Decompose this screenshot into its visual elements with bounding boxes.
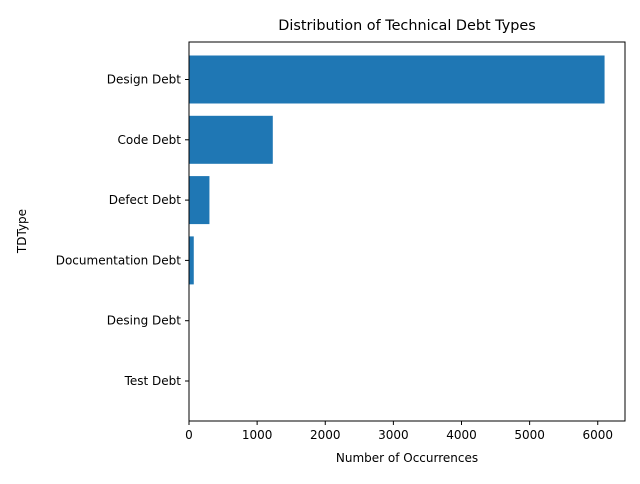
x-tick-label: 5000: [514, 428, 545, 442]
bar: [189, 56, 605, 104]
bar: [189, 116, 273, 164]
bar: [189, 236, 194, 284]
y-tick-label: Design Debt: [107, 73, 181, 87]
y-tick-label: Documentation Debt: [56, 253, 182, 267]
y-axis-label: TDType: [15, 209, 29, 254]
y-tick-label: Desing Debt: [107, 314, 181, 328]
y-tick-label: Code Debt: [118, 133, 182, 147]
x-tick-label: 4000: [446, 428, 477, 442]
x-tick-label: 3000: [378, 428, 409, 442]
bar: [189, 176, 209, 224]
x-tick-label: 1000: [242, 428, 273, 442]
y-tick-label: Defect Debt: [109, 193, 182, 207]
x-axis-label: Number of Occurrences: [336, 451, 478, 465]
x-tick-label: 2000: [310, 428, 341, 442]
x-tick-label: 6000: [582, 428, 613, 442]
x-tick-label: 0: [185, 428, 193, 442]
y-tick-label: Test Debt: [124, 374, 182, 388]
chart-title: Distribution of Technical Debt Types: [278, 18, 535, 34]
